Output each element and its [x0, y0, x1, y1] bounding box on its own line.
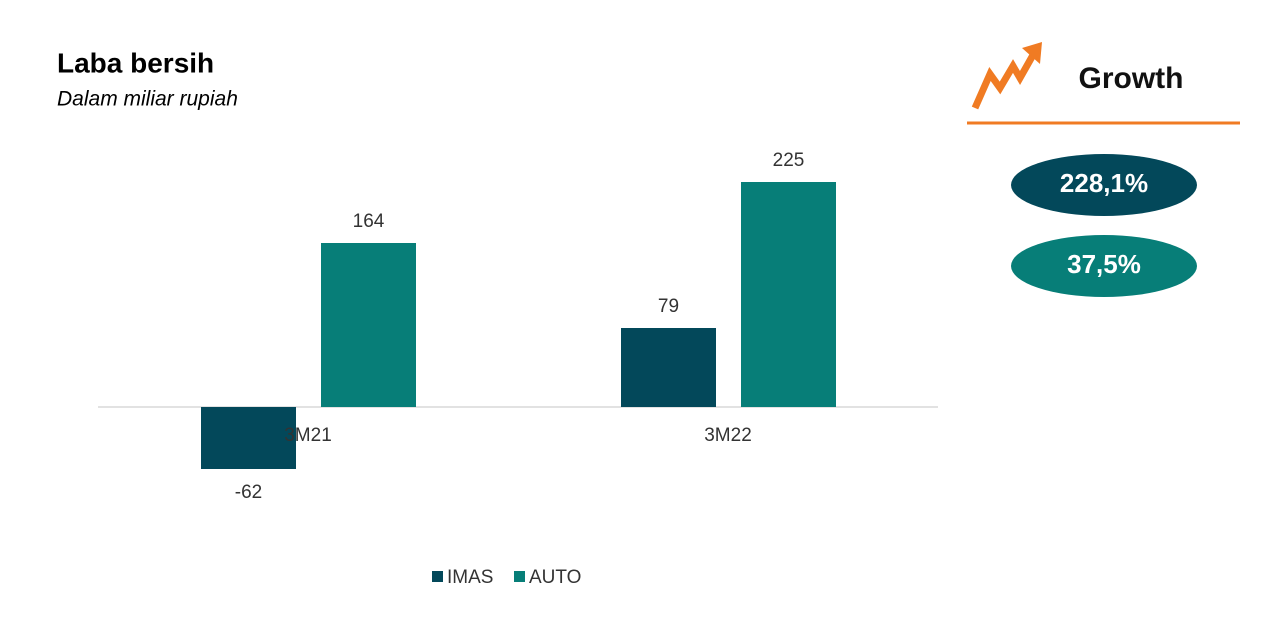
x-tick-label: 3M22	[704, 425, 752, 446]
bar	[621, 328, 716, 407]
legend-swatch	[514, 571, 525, 582]
value-label: 164	[353, 211, 385, 232]
bar	[741, 182, 836, 407]
value-label: 79	[658, 296, 679, 317]
chart-title: Laba bersih	[57, 47, 214, 78]
chart-subtitle: Dalam miliar rupiah	[57, 88, 238, 111]
value-label: 225	[773, 150, 805, 171]
legend-swatch	[432, 571, 443, 582]
growth-badge	[1011, 235, 1197, 297]
growth-value: 228,1%	[1060, 168, 1148, 198]
legend-label: IMAS	[447, 567, 493, 588]
bar	[321, 243, 416, 407]
growth-value: 37,5%	[1067, 249, 1141, 279]
growth-badge	[1011, 154, 1197, 216]
x-tick-label: 3M21	[284, 425, 332, 446]
value-label: -62	[235, 482, 262, 503]
legend-label: AUTO	[529, 567, 581, 588]
bar	[201, 407, 296, 469]
growth-icon	[971, 42, 1042, 110]
growth-title: Growth	[1079, 62, 1184, 95]
